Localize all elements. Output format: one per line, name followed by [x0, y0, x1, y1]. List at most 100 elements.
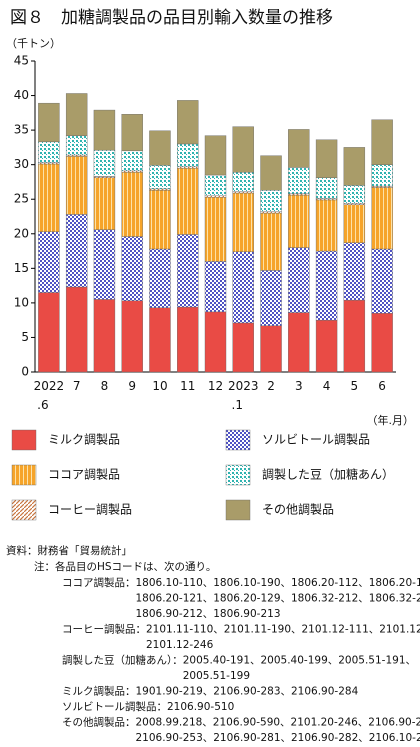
- x-tick-label: 11: [180, 379, 195, 393]
- bar-segment: [316, 320, 337, 372]
- bar-segment: [205, 197, 226, 261]
- bar-segment: [66, 155, 87, 156]
- y-tick-label: 20: [14, 226, 29, 240]
- bar-segment: [66, 136, 87, 155]
- bar-segment: [205, 136, 226, 175]
- x-tick-label: 10: [152, 379, 167, 393]
- bar-segment: [149, 190, 170, 249]
- bar-segment: [149, 165, 170, 188]
- bar-segment: [38, 103, 59, 142]
- x-tick-label: 6: [378, 379, 386, 393]
- bar-segment: [288, 167, 309, 193]
- x-tick-label: 5: [351, 379, 359, 393]
- bar-segment: [94, 299, 115, 372]
- bar-segment: [205, 196, 226, 197]
- y-tick-label: 40: [14, 88, 29, 102]
- bar-segment: [316, 140, 337, 178]
- y-tick-label: 15: [14, 261, 29, 275]
- bar-segment: [66, 214, 87, 287]
- legend-label: ミルク調製品: [48, 433, 120, 447]
- x-tick-label: 2022.6: [34, 379, 65, 412]
- bar-segment: [122, 151, 143, 171]
- bar-segment: [38, 163, 59, 164]
- bar-segment: [344, 300, 365, 372]
- bar-segment: [122, 171, 143, 172]
- legend-swatch: [226, 465, 250, 485]
- bar-segment: [38, 142, 59, 163]
- bar-segment: [316, 199, 337, 200]
- bar-segment: [177, 168, 198, 234]
- legend-swatch: [12, 430, 36, 450]
- note-item-name: ココア調製品：: [62, 576, 136, 589]
- note-code-line: 2106.90-510: [167, 701, 234, 713]
- note-item-name: その他調製品：: [62, 716, 136, 729]
- note-item-name: ミルク調製品：: [62, 685, 136, 698]
- x-tick-label: 12: [208, 379, 223, 393]
- x-tick-label: 9: [128, 379, 136, 393]
- legend-label: ソルビトール調製品: [262, 433, 370, 447]
- bar-segment: [344, 203, 365, 204]
- bar-segment: [316, 178, 337, 199]
- bar-segment: [149, 249, 170, 308]
- bar-segment: [66, 287, 87, 372]
- bar-segment: [261, 212, 282, 213]
- note-item-name: 調製した豆（加糖あん）：: [62, 654, 183, 667]
- bar-segment: [261, 270, 282, 325]
- note-code-line: 2101.12-246: [146, 639, 214, 651]
- note-head: 注：各品目のHSコードは、次の通り。: [34, 560, 216, 573]
- bar-segment: [288, 248, 309, 313]
- x-tick-label: 2023.1: [228, 379, 259, 412]
- note-item-name: コーヒー調製品：: [62, 623, 146, 636]
- legend-label: その他調製品: [262, 503, 334, 517]
- bar-segment: [261, 326, 282, 372]
- y-tick-label: 30: [14, 157, 29, 171]
- bar-segment: [38, 232, 59, 293]
- bar-segment: [372, 186, 393, 187]
- bar-segment: [149, 131, 170, 166]
- y-tick-label: 10: [14, 295, 29, 309]
- bar-segment: [261, 213, 282, 270]
- bar-segment: [149, 308, 170, 372]
- bar-segment: [177, 307, 198, 372]
- legend-label: ココア調製品: [48, 468, 120, 482]
- legend-swatch: [12, 465, 36, 485]
- bar-segment: [344, 243, 365, 300]
- bar-segment: [177, 234, 198, 307]
- bar-segment: [94, 150, 115, 176]
- y-tick-label: 0: [21, 365, 29, 379]
- bar-segment: [233, 193, 254, 252]
- bar-segment: [233, 323, 254, 372]
- bar-segment: [122, 172, 143, 236]
- y-tick-label: 5: [21, 330, 29, 344]
- note-code-line: 2106.90-253、2106.90-281、2106.90-282、2106…: [136, 732, 420, 743]
- bar-segment: [344, 147, 365, 185]
- note-item-name: ソルビトール調製品：: [62, 700, 167, 713]
- bar-segment: [233, 252, 254, 323]
- note-code-line: 1901.90-219、2106.90-283、2106.90-284: [136, 686, 359, 698]
- note-code-line: 2005.51-199: [183, 670, 250, 682]
- bar-segment: [177, 144, 198, 167]
- chart-title: 図８ 加糖調製品の品目別輸入数量の推移: [10, 8, 333, 28]
- bar-segment: [233, 192, 254, 193]
- bar-segment: [177, 167, 198, 168]
- y-tick-label: 45: [14, 54, 29, 68]
- bar-segment: [288, 129, 309, 167]
- bar-segment: [288, 313, 309, 372]
- legend-swatch: [226, 500, 250, 520]
- bar-segment: [288, 194, 309, 195]
- y-tick-label: 25: [14, 192, 29, 206]
- bar-segment: [316, 200, 337, 251]
- legend-swatch: [226, 430, 250, 450]
- bar-segment: [149, 189, 170, 190]
- note-code-line: 1806.90-212、1806.90-213: [136, 608, 281, 620]
- note-code-line: 1806.20-121、1806.20-129、1806.32-212、1806…: [136, 593, 420, 605]
- bar-segment: [205, 312, 226, 372]
- bar-segment: [372, 249, 393, 313]
- bar-segment: [94, 178, 115, 230]
- note-code-line: 2005.40-191、2005.40-199、2005.51-191、: [183, 655, 416, 667]
- bar-segment: [94, 230, 115, 300]
- note-code-line: 2101.11-110、2101.11-190、2101.12-111、2101…: [146, 624, 420, 636]
- bar-segment: [372, 187, 393, 249]
- bar-segment: [122, 301, 143, 372]
- bar-segment: [205, 261, 226, 311]
